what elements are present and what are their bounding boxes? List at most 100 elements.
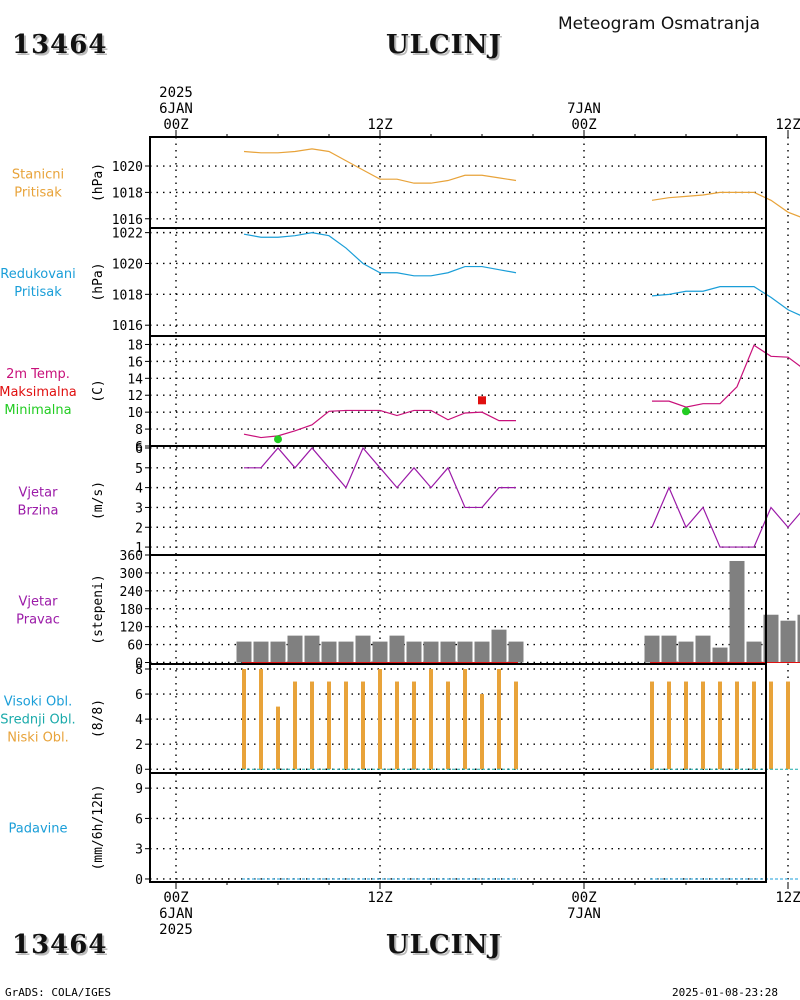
wind_direction-bar	[746, 641, 762, 663]
station_pressure-panel-frame	[149, 136, 767, 229]
wind_direction-bar	[491, 629, 507, 663]
wind_direction-ylabel: (stepeni)	[91, 574, 106, 644]
wind_direction-bar	[270, 641, 286, 663]
cloud_cover-bar	[344, 681, 348, 770]
cloud_cover-bar	[276, 706, 280, 770]
reduced_pressure-panel-label: Redukovani	[0, 267, 75, 282]
cloud_cover-bar	[684, 681, 688, 770]
wind_direction-bar	[474, 641, 490, 663]
cloud_cover-ylabel: (8/8)	[91, 699, 106, 738]
time-label-top: 12Z	[367, 117, 392, 133]
wind_direction-ytick-label: 0	[135, 657, 143, 672]
wind_direction-bar	[423, 641, 439, 663]
wind_direction-bar	[508, 641, 524, 663]
wind_speed-panel-frame	[149, 445, 767, 556]
wind_speed-ytick-label: 5	[135, 462, 143, 477]
wind_speed-ytick-label: 3	[135, 501, 143, 516]
cloud_cover-ytick-label: 8	[135, 663, 143, 678]
temperature-ytick-label: 18	[127, 338, 143, 353]
station_pressure-panel-label: Stanicni	[12, 168, 64, 183]
cloud_cover-ytick-label: 0	[135, 763, 143, 778]
station-name-top: ULCINJ	[386, 30, 502, 60]
wind_direction-bar	[457, 641, 473, 663]
wind_direction-bar	[763, 614, 779, 663]
wind_direction-bar	[236, 641, 252, 663]
wind_direction-bar	[780, 620, 796, 663]
wind_direction-bar	[678, 641, 694, 663]
time-label-bottom: 2025	[159, 922, 193, 938]
temperature-ytick-label: 12	[127, 389, 143, 404]
wind_direction-bar	[644, 635, 660, 663]
cloud_cover-bar	[361, 681, 365, 770]
temperature-ylabel: (C)	[91, 379, 106, 402]
wind_speed-ytick-label: 6	[135, 442, 143, 457]
credit-text: GrADS: COLA/IGES	[5, 986, 111, 999]
cloud_cover-bar	[701, 681, 705, 770]
meteogram-subtitle: Meteogram Osmatranja	[558, 14, 761, 34]
reduced_pressure-ytick-label: 1016	[112, 319, 143, 334]
cloud_cover-bar	[378, 669, 382, 770]
station_pressure-ytick-label: 1016	[112, 213, 143, 228]
wind_speed-panel-label: Vjetar	[19, 486, 59, 501]
time-label-bottom: 12Z	[367, 890, 392, 906]
temperature-ytick-label: 14	[127, 372, 143, 387]
time-label-bottom: 00Z	[163, 890, 188, 906]
cloud_cover-panel-label: Niski Obl.	[7, 731, 69, 746]
precipitation-ytick-label: 0	[135, 873, 143, 888]
temperature-ytick-label: 10	[127, 406, 143, 421]
reduced_pressure-series-line	[651, 286, 800, 316]
wind_direction-bar	[712, 647, 728, 663]
timestamp-text: 2025-01-08-23:28	[672, 986, 778, 999]
wind_direction-bar	[440, 641, 456, 663]
temperature-panel-label: Minimalna	[4, 403, 71, 418]
wind_direction-ytick-label: 120	[120, 621, 143, 636]
station_pressure-series-line	[243, 148, 517, 184]
wind_direction-bar	[695, 635, 711, 663]
cloud_cover-panel-label: Srednji Obl.	[0, 713, 75, 728]
cloud_cover-bar	[497, 669, 501, 770]
wind_direction-panel-label: Vjetar	[19, 595, 59, 610]
precipitation-panel-frame	[149, 772, 767, 883]
temperature-series-line	[652, 344, 800, 408]
temperature-ytick-label: 6	[135, 440, 143, 455]
cloud_cover-bar	[242, 669, 246, 770]
cloud_cover-bar	[650, 681, 654, 770]
time-label-top: 12Z	[775, 117, 800, 133]
cloud_cover-bar	[412, 681, 416, 770]
cloud_cover-bar	[293, 681, 297, 770]
cloud_cover-ytick-label: 4	[135, 713, 143, 728]
cloud_cover-bar	[769, 681, 773, 770]
wind_speed-ytick-label: 1	[135, 541, 143, 556]
station_pressure-ytick-label: 1020	[112, 160, 143, 175]
time-label-top: 7JAN	[567, 101, 601, 117]
wind_direction-ytick-label: 300	[120, 567, 143, 582]
tmin-marker	[274, 435, 282, 444]
station-id-bottom: 13464	[12, 930, 108, 960]
cloud_cover-bar	[718, 681, 722, 770]
precipitation-ytick-label: 6	[135, 812, 143, 827]
precipitation-panel-label: Padavine	[9, 822, 68, 837]
station_pressure-panel-label: Pritisak	[14, 186, 62, 201]
cloud_cover-bar	[752, 681, 756, 770]
time-label-top: 00Z	[163, 117, 188, 133]
wind_speed-series-line	[244, 446, 516, 509]
cloud_cover-bar	[310, 681, 314, 770]
cloud_cover-bar	[667, 681, 671, 770]
wind_direction-bar	[372, 641, 388, 663]
wind_direction-ytick-label: 240	[120, 585, 143, 600]
tmax-marker	[478, 396, 486, 405]
wind_speed-ytick-label: 4	[135, 482, 143, 497]
wind_direction-bar	[406, 641, 422, 663]
temperature-panel-label: 2m Temp.	[6, 367, 70, 382]
wind_direction-panel-label: Pravac	[16, 613, 60, 628]
wind_direction-ytick-label: 60	[127, 639, 143, 654]
reduced_pressure-panel-label: Pritisak	[14, 285, 62, 300]
wind_direction-bar	[389, 635, 405, 663]
precipitation-ylabel: (mm/6h/12h)	[91, 784, 106, 870]
wind_direction-bar	[287, 635, 303, 663]
wind_direction-ytick-label: 180	[120, 603, 143, 618]
cloud_cover-bar	[446, 681, 450, 770]
reduced_pressure-series-line	[243, 232, 517, 277]
time-label-top: 00Z	[571, 117, 596, 133]
